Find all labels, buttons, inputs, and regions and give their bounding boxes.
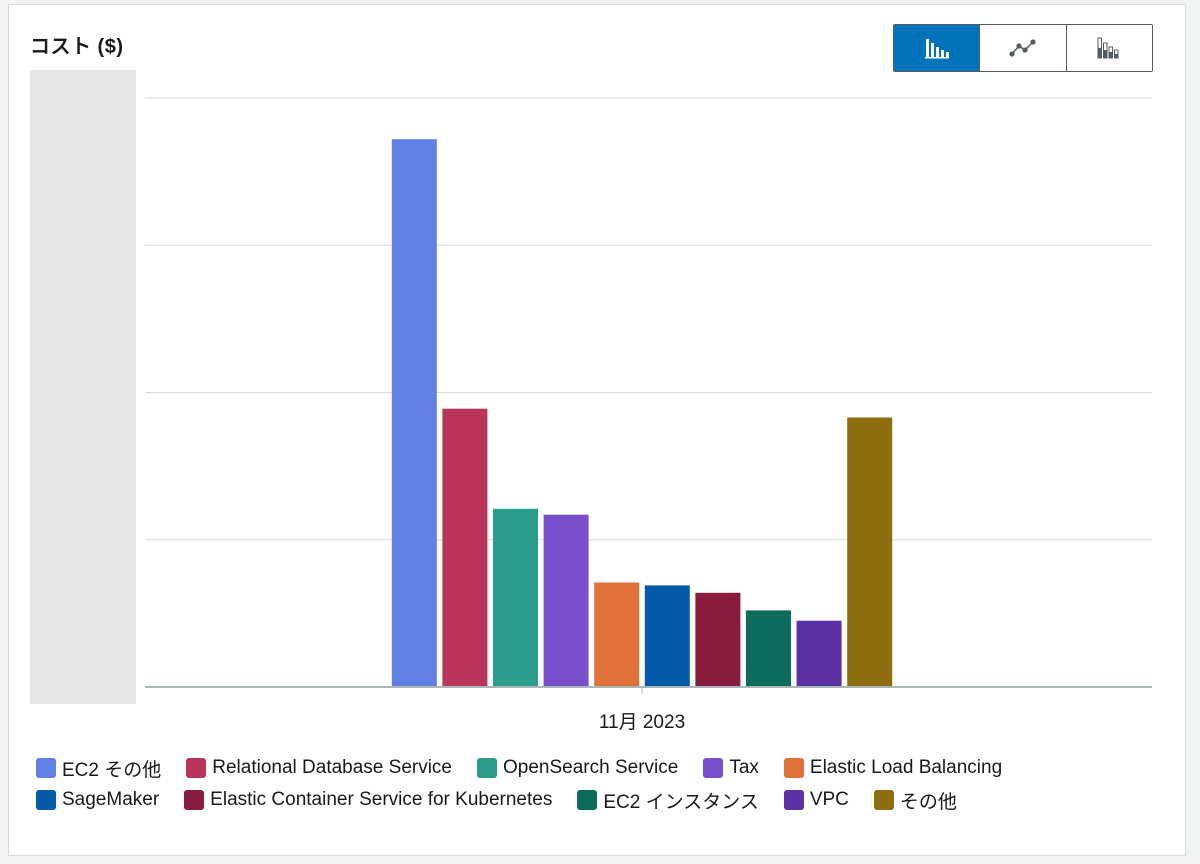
legend-swatch: [186, 758, 207, 778]
legend-item-0[interactable]: EC2 その他: [36, 758, 161, 781]
bar-3[interactable]: [543, 514, 589, 687]
legend-item-8[interactable]: VPC: [783, 789, 849, 810]
legend-label: Elastic Container Service for Kubernetes: [210, 789, 553, 810]
stacked-bar-chart-button[interactable]: [1066, 25, 1152, 71]
chart-title: コスト ($): [30, 36, 124, 58]
y-axis-labels-redacted: [30, 70, 136, 704]
legend-swatch: [577, 790, 598, 810]
bar-5[interactable]: [644, 585, 690, 687]
legend-item-2[interactable]: OpenSearch Service: [477, 757, 679, 778]
legend-label: OpenSearch Service: [503, 757, 679, 778]
bar-chart-button[interactable]: [894, 25, 981, 71]
legend-item-3[interactable]: Tax: [703, 757, 759, 778]
legend-label: EC2 インスタンス: [603, 791, 759, 813]
chart-legend: EC2 その他 Relational Database Service OpenSe…: [36, 757, 1156, 813]
legend-label: Tax: [729, 757, 759, 778]
legend-label: VPC: [809, 789, 849, 810]
bar-7[interactable]: [746, 610, 791, 687]
line-chart-button[interactable]: [980, 25, 1067, 71]
legend-swatch: [703, 758, 724, 778]
legend-label: Relational Database Service: [212, 757, 452, 778]
legend-item-7[interactable]: EC2 インスタンス: [577, 790, 759, 813]
bar-1[interactable]: [442, 408, 488, 687]
bar-8[interactable]: [796, 620, 842, 687]
legend-swatch: [36, 790, 56, 810]
legend-swatch: [184, 790, 205, 810]
legend-swatch: [783, 758, 804, 778]
legend-swatch: [477, 758, 497, 778]
legend-item-1[interactable]: Relational Database Service: [186, 757, 452, 778]
bar-6[interactable]: [695, 592, 741, 687]
legend-label: EC2 その他: [62, 759, 162, 781]
bar-chart-icon: [924, 39, 949, 59]
bar-2[interactable]: [493, 508, 538, 687]
stacked-bar-chart-icon: [1097, 37, 1119, 59]
legend-label: SageMaker: [62, 789, 160, 810]
legend-swatch: [36, 758, 56, 778]
x-axis-tick-label: 11月 2023: [599, 712, 685, 733]
bar-4[interactable]: [594, 582, 640, 688]
bar-0[interactable]: [391, 139, 437, 687]
legend-item-9[interactable]: その他: [873, 790, 957, 813]
bar-chart: 11月 2023: [145, 97, 1152, 733]
chart-type-toggle: [893, 24, 1153, 72]
legend-label: Elastic Load Balancing: [809, 757, 1003, 778]
cost-chart-panel: [8, 4, 1186, 856]
legend-swatch: [783, 790, 804, 810]
legend-item-6[interactable]: Elastic Container Service for Kubernetes: [184, 789, 553, 810]
legend-item-5[interactable]: SageMaker: [36, 789, 160, 810]
bars: [391, 139, 893, 688]
bar-9[interactable]: [847, 417, 893, 688]
legend-label: その他: [899, 791, 957, 813]
line-chart-icon: [1009, 39, 1036, 57]
legend-swatch: [873, 790, 894, 810]
legend-item-4[interactable]: Elastic Load Balancing: [783, 757, 1003, 778]
